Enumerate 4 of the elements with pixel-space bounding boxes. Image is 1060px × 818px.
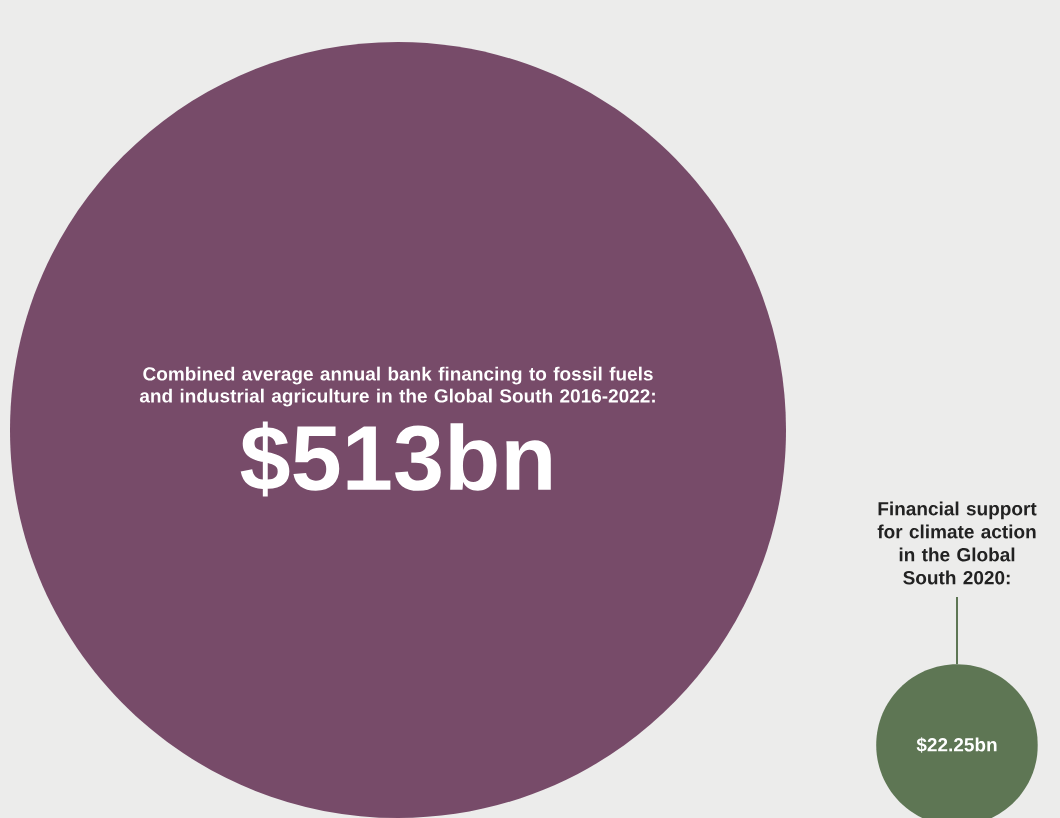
text: Financial support for climate action in the Global South 2020:	[877, 501, 1037, 585]
text: Combined average annual bank financing to fossil fuels and industrial agriculture in the Global South 2016-2022:	[139, 366, 655, 407]
data-label: $513bn	[240, 421, 551, 497]
data-label: $22.25bn	[916, 737, 997, 753]
